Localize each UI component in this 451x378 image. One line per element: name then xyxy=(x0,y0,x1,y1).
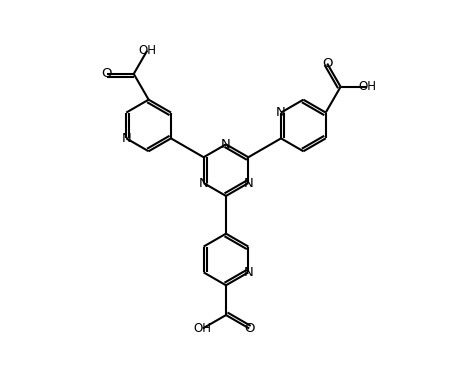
Text: N: N xyxy=(243,266,253,279)
Text: N: N xyxy=(243,177,253,189)
Text: N: N xyxy=(198,177,208,189)
Text: N: N xyxy=(221,138,230,151)
Text: N: N xyxy=(121,132,131,145)
Text: OH: OH xyxy=(193,322,212,335)
Text: O: O xyxy=(101,67,112,81)
Text: O: O xyxy=(321,57,332,70)
Text: OH: OH xyxy=(138,44,156,57)
Text: N: N xyxy=(276,106,285,119)
Text: O: O xyxy=(244,322,254,335)
Text: OH: OH xyxy=(358,80,376,93)
